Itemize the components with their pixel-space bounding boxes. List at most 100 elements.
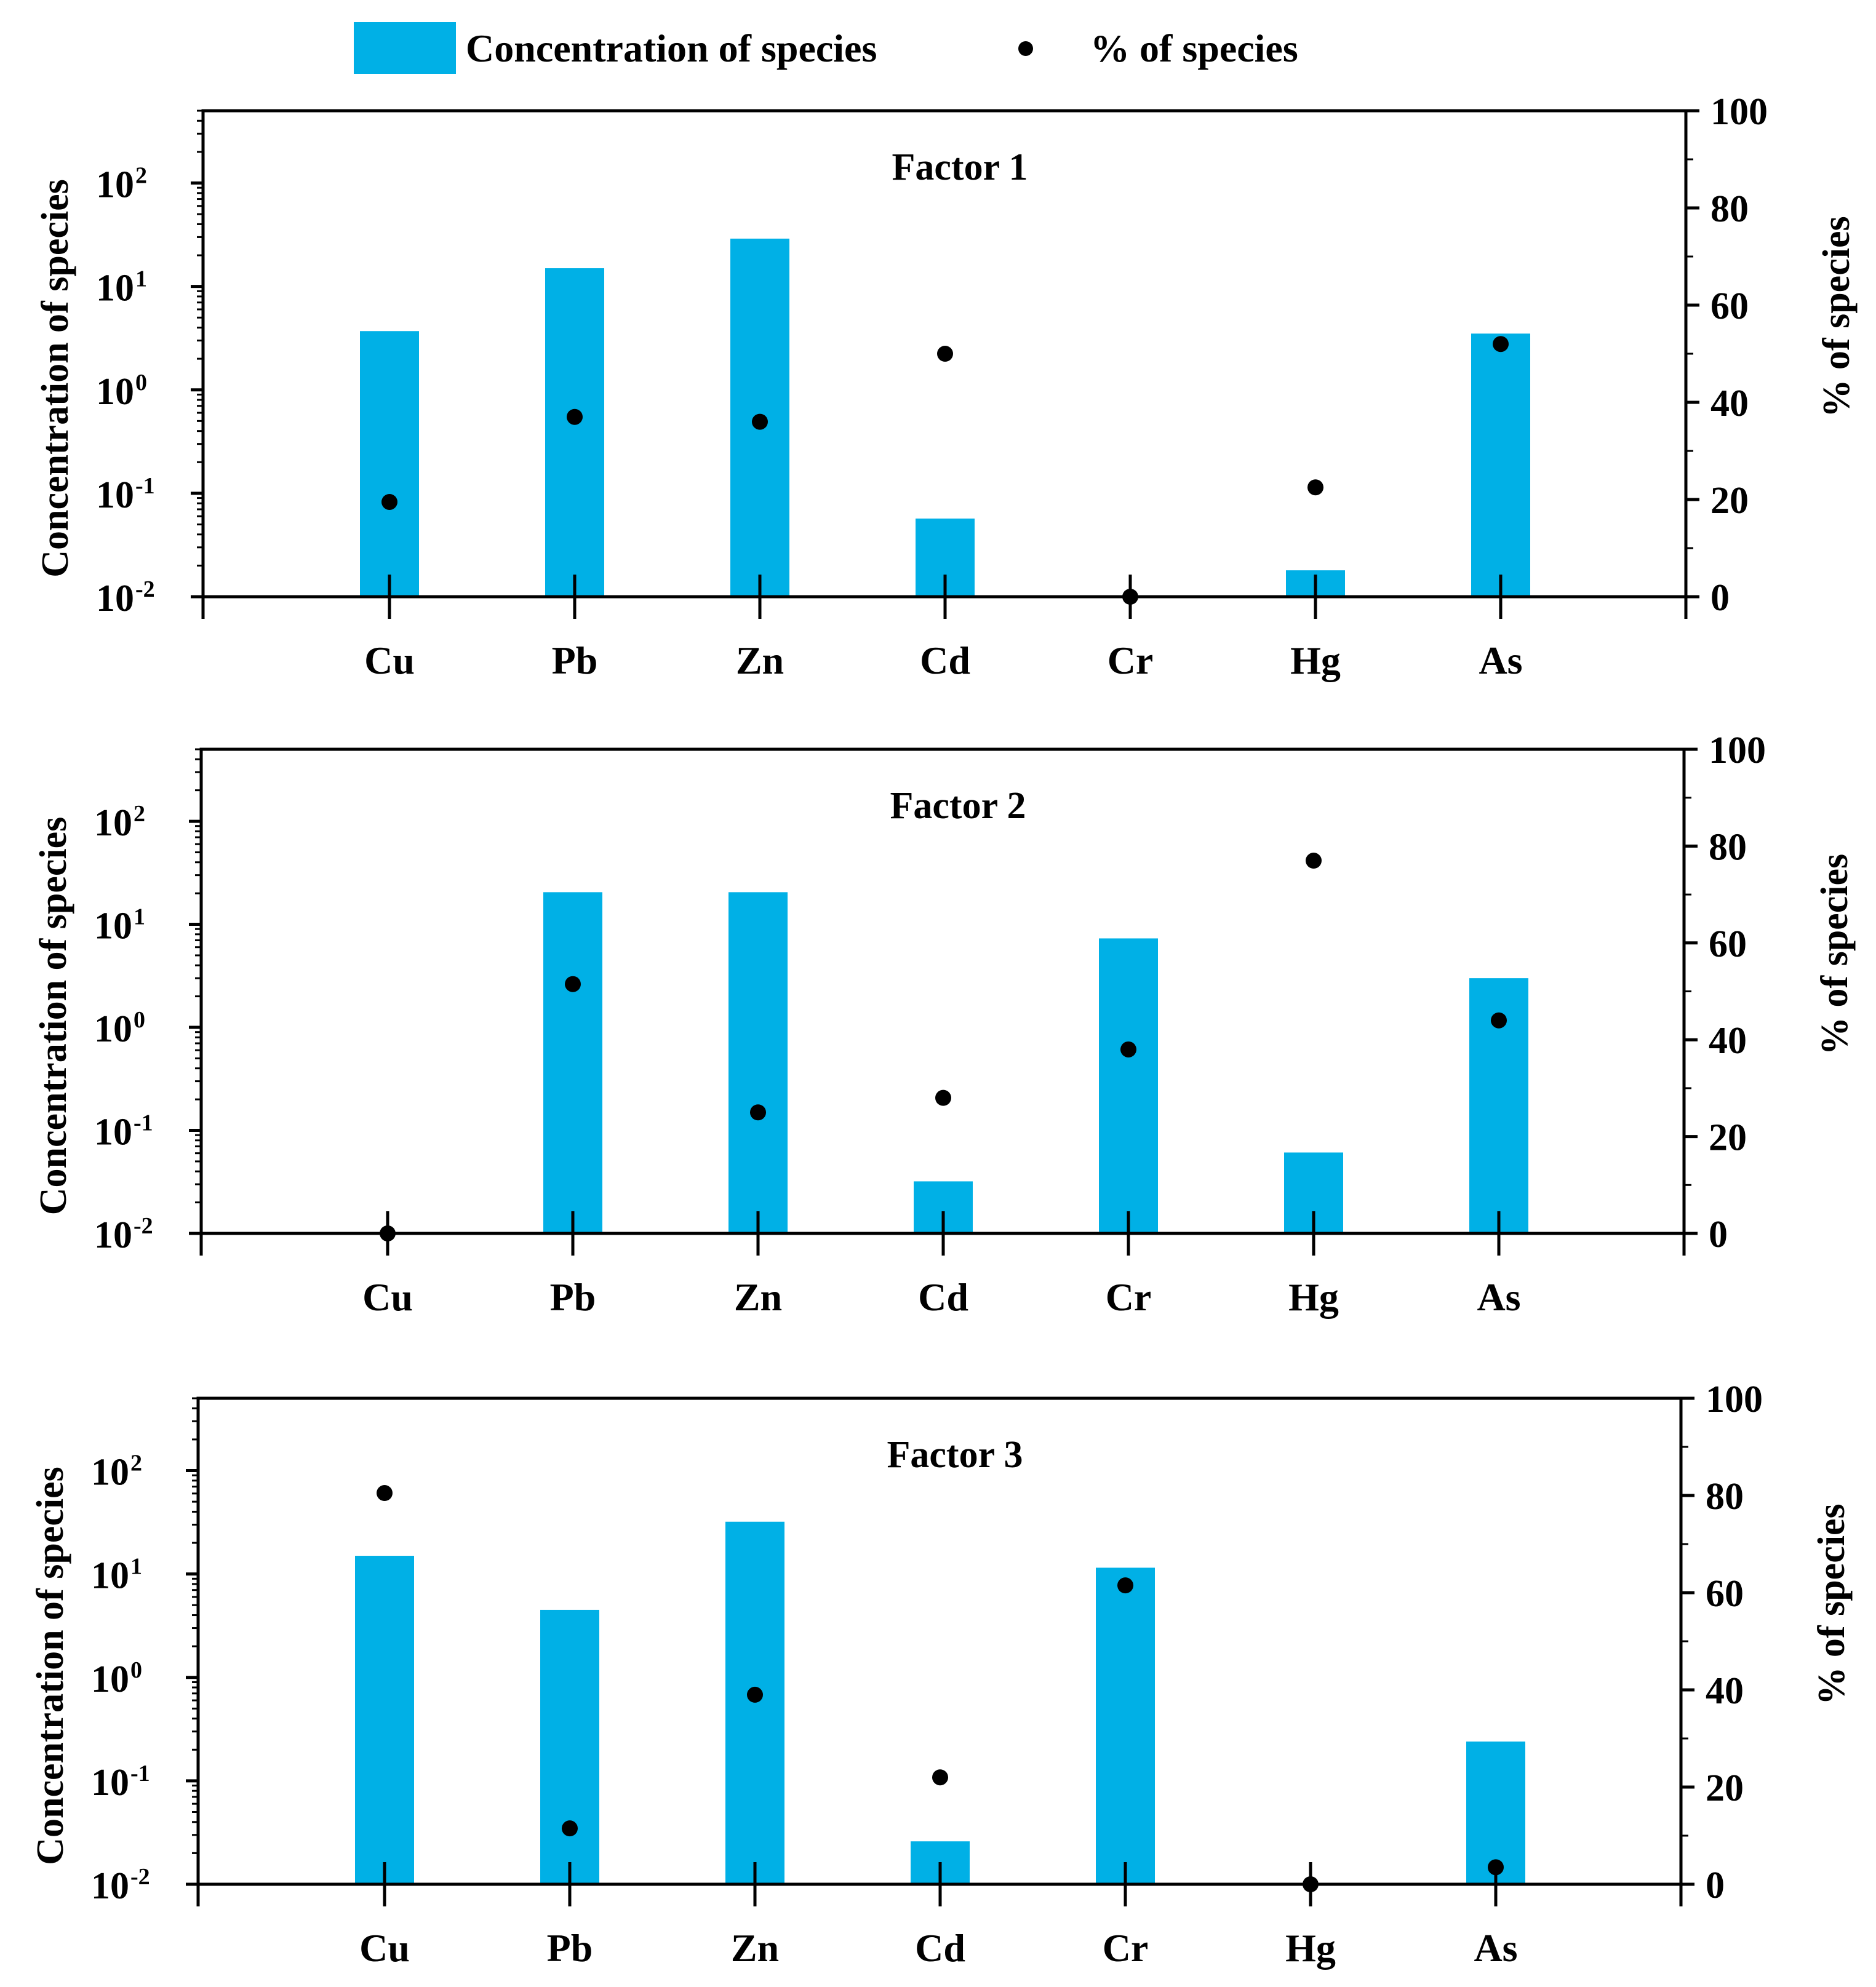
y-tick-label: 10 [96,268,134,309]
y-tick-label: 10 [94,906,132,947]
dot-zn [752,413,768,430]
y2-tick-label: 40 [1706,1670,1744,1712]
y2-tick-label: 20 [1710,480,1749,522]
y2-axis-title: % of species [1811,1503,1853,1705]
category-label-pb: Pb [547,1926,593,1970]
category-label-hg: Hg [1290,639,1341,682]
y-tick-exponent: 0 [134,1007,145,1033]
y-tick-label: 10 [91,1452,129,1494]
bar-zn [725,1521,784,1884]
y-tick-label: 10 [91,1865,129,1907]
bar-pb [543,892,602,1233]
y-tick-exponent: -1 [135,473,155,499]
dot-pb [567,408,583,425]
y2-tick-label: 0 [1709,1214,1728,1256]
panel-title: Factor 2 [890,785,1026,827]
y-tick-label: 10 [94,1214,132,1256]
legend: Concentration of species % of species [354,22,1298,74]
y2-tick-label: 20 [1709,1117,1747,1159]
y2-tick-label: 80 [1710,188,1749,230]
category-label-cr: Cr [1103,1926,1149,1970]
dot-as [1491,1012,1507,1029]
y-tick-exponent: -2 [135,576,155,602]
dot-zn [750,1104,766,1121]
dot-hg [1307,479,1323,496]
y2-tick-label: 100 [1709,730,1766,771]
bar-cu [355,1556,414,1884]
y2-tick-label: 60 [1710,285,1749,327]
y2-tick-label: 40 [1710,383,1749,424]
dot-cr [1120,1041,1136,1057]
category-label-cd: Cd [918,1275,968,1319]
y-axis-title: Concentration of species [33,817,74,1215]
y-tick-label: 10 [94,1112,132,1153]
y-tick-label: 10 [96,578,134,619]
y-tick-exponent: 1 [134,904,145,930]
panel-title: Factor 1 [892,146,1028,188]
bar-zn [728,892,788,1233]
category-label-hg: Hg [1285,1926,1336,1970]
legend-bar-swatch [354,22,456,74]
y-tick-exponent: 0 [135,370,147,396]
dot-pb [562,1820,578,1837]
y-tick-exponent: 1 [130,1554,142,1580]
dot-hg [1303,1876,1319,1892]
y2-tick-label: 100 [1706,1379,1763,1420]
y-tick-exponent: 1 [135,266,147,292]
category-label-cr: Cr [1106,1275,1152,1319]
bar-pb [540,1609,599,1884]
y-tick-exponent: 0 [130,1657,142,1683]
category-label-cu: Cu [362,1275,413,1319]
legend-bar-label: Concentration of species [466,26,877,70]
y2-tick-label: 80 [1706,1476,1744,1518]
y2-tick-label: 20 [1706,1767,1744,1809]
category-label-as: As [1477,1275,1520,1319]
dot-cr [1117,1577,1133,1594]
category-label-as: As [1474,1926,1517,1970]
y2-tick-label: 0 [1710,577,1730,619]
y2-axis-title: % of species [1814,854,1856,1055]
y-tick-label: 10 [94,802,132,844]
dot-cu [380,1225,396,1241]
bar-as [1471,333,1530,597]
y-tick-exponent: 2 [134,801,145,827]
category-label-cd: Cd [915,1926,965,1970]
category-label-pb: Pb [550,1275,596,1319]
legend-dot-marker [1018,41,1033,56]
y2-tick-label: 60 [1709,923,1747,965]
dot-cu [381,493,397,510]
category-label-pb: Pb [552,639,598,682]
dot-as [1493,336,1509,352]
dot-hg [1306,853,1322,869]
y-axis-title: Concentration of species [34,179,76,577]
y-tick-exponent: -1 [130,1761,150,1786]
category-label-zn: Zn [734,1275,782,1319]
y-tick-label: 10 [96,474,134,516]
y2-axis-title: % of species [1816,216,1858,417]
bar-pb [545,268,604,597]
dot-cu [377,1485,393,1502]
bar-cr [1099,938,1158,1233]
category-label-cd: Cd [920,639,970,682]
y-tick-label: 10 [94,1008,132,1050]
dot-cd [932,1769,948,1786]
y-tick-exponent: -2 [130,1864,150,1890]
y-tick-label: 10 [91,1555,129,1597]
y-tick-exponent: -2 [134,1213,153,1239]
bar-cr [1096,1567,1155,1884]
dot-cd [937,346,953,362]
y-tick-label: 10 [96,371,134,413]
dot-cr [1122,589,1138,605]
y2-tick-label: 0 [1706,1865,1725,1906]
y-tick-exponent: 2 [130,1451,142,1476]
panel-title: Factor 3 [887,1434,1023,1476]
y-axis-title: Concentration of species [30,1467,71,1865]
y-tick-label: 10 [96,164,134,206]
category-label-as: As [1479,639,1522,682]
dot-as [1488,1859,1504,1876]
bar-cu [360,331,419,597]
